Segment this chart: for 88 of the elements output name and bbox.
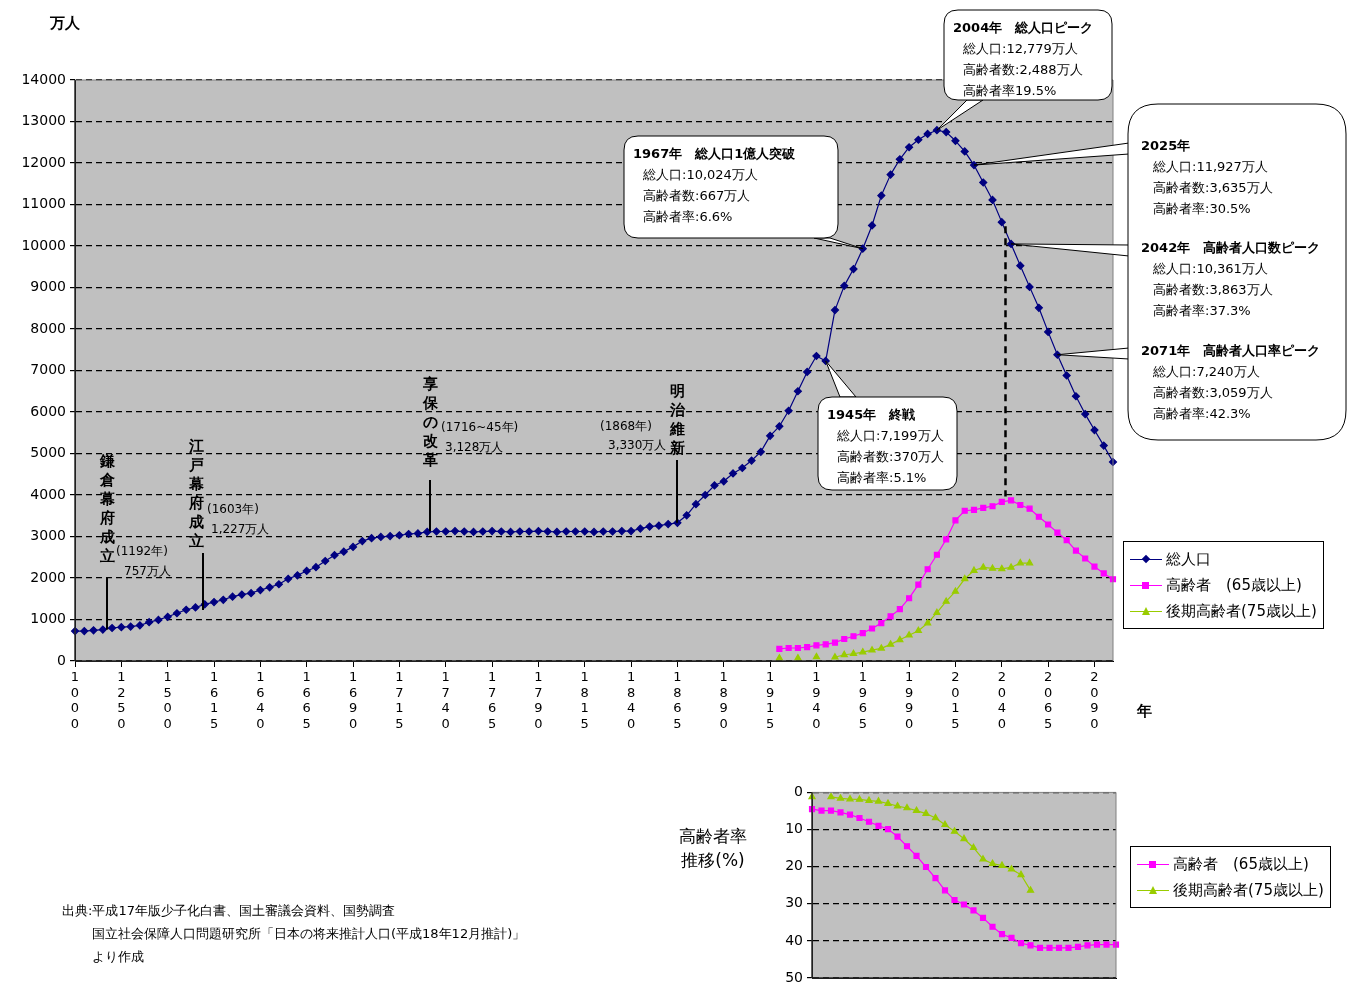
y-axis-title: 高齢者率推移(%) — [678, 825, 748, 872]
x-tick-label: 1865 — [673, 669, 682, 731]
text: 総人口:12,779万人 — [963, 40, 1078, 58]
legend-label: 高齢者 (65歳以上) — [1166, 575, 1302, 595]
x-tick-label: 1690 — [348, 669, 358, 731]
text: 高齢者数:3,635万人 — [1153, 179, 1273, 197]
y-tick-label: 0 — [57, 651, 66, 668]
x-tick-label: 1840 — [626, 669, 636, 731]
y-tick-label: 20 — [785, 857, 803, 874]
legend-label: 後期高齢者(75歳以上) — [1166, 601, 1317, 621]
legend-label: 高齢者 (65歳以上) — [1173, 854, 1309, 874]
text: 総人口:10,361万人 — [1153, 260, 1268, 278]
y-tick-label: 10000 — [21, 236, 66, 253]
text: より作成 — [92, 948, 144, 966]
x-tick-label: 1500 — [163, 669, 172, 731]
y-tick-label: 13000 — [21, 112, 66, 129]
y-tick-label: 3000 — [30, 527, 66, 544]
y-tick-label: 40 — [785, 931, 803, 948]
x-tick-label: 1940 — [812, 669, 821, 731]
y-tick-label: 7000 — [30, 361, 66, 378]
text: 高齢者数:3,863万人 — [1153, 281, 1273, 299]
annotation: 高齢者率:5.1% — [837, 469, 927, 487]
y-tick-label: 12000 — [21, 153, 66, 170]
x-tick-label: 1765 — [487, 669, 497, 731]
y-tick-label: 9000 — [30, 278, 66, 295]
text: 2025年 — [1141, 137, 1191, 155]
x-tick-label: 2090 — [1090, 669, 1099, 731]
x-tick-label: 1715 — [395, 669, 404, 731]
x-tick-label: 2015 — [951, 669, 960, 731]
text: 高齢者率:37.3% — [1153, 302, 1251, 320]
text: 2071年 高齢者人口率ピーク — [1141, 342, 1321, 360]
annotation: (1192年) — [116, 544, 168, 559]
y-tick-label: 30 — [785, 894, 803, 911]
annotation: 高齢者数:370万人 — [837, 448, 945, 466]
text: 国立社会保障人口問題研究所「日本の将来推計人口(平成18年12月推計)」 — [92, 925, 526, 943]
text: 高齢者数:3,059万人 — [1153, 384, 1273, 402]
x-tick-label: 2040 — [997, 669, 1006, 731]
legend-label: 後期高齢者(75歳以上) — [1173, 880, 1324, 900]
annotation: 1,227万人 — [211, 522, 270, 537]
x-tick-label: 1640 — [256, 669, 265, 731]
y-tick-label: 2000 — [30, 568, 66, 585]
text: 総人口:11,927万人 — [1153, 158, 1268, 176]
annotation: (1603年) — [207, 502, 259, 517]
y-tick-label: 1000 — [30, 610, 66, 627]
x-tick-label: 1815 — [580, 669, 589, 731]
x-tick-label: 1740 — [441, 669, 450, 731]
x-axis-title: 年 — [1136, 701, 1152, 720]
x-tick-label: 1965 — [858, 669, 867, 731]
annotation: (1716~45年) — [441, 420, 519, 435]
y-tick-label: 50 — [785, 968, 803, 985]
x-tick-label: 1915 — [765, 669, 775, 731]
annotation: 享保の改革 — [421, 374, 439, 469]
annotation: 総人口:7,199万人 — [837, 427, 944, 445]
annotation: 高齢者率:6.6% — [643, 208, 733, 226]
annotation: 1945年 終戦 — [827, 406, 916, 424]
annotation: 鎌倉幕府成立 — [98, 451, 116, 565]
text: 高齢者率:30.5% — [1153, 200, 1251, 218]
annotation: 高齢者率19.5% — [963, 82, 1057, 100]
x-tick-label: 1665 — [302, 669, 311, 731]
text: 2042年 高齢者人口数ピーク — [1141, 239, 1321, 257]
x-tick-label: 1990 — [904, 669, 914, 731]
legend-label: 総人口 — [1166, 549, 1211, 569]
y-tick-label: 5000 — [30, 444, 66, 461]
text: 高齢者数:2,488万人 — [963, 61, 1083, 79]
y-tick-label: 6000 — [30, 402, 66, 419]
annotation: 3,128万人 — [445, 440, 504, 455]
text: 高齢者率:42.3% — [1153, 405, 1251, 423]
x-tick-label: 1615 — [209, 669, 219, 731]
text: 2004年 総人口ピーク — [953, 19, 1094, 37]
annotation: (1868年) — [600, 419, 652, 434]
text: 総人口:7,240万人 — [1153, 363, 1260, 381]
y-tick-label: 0 — [794, 783, 803, 800]
y-tick-label: 10 — [785, 820, 803, 837]
y-tick-label: 4000 — [30, 485, 66, 502]
annotation: 高齢者数:667万人 — [643, 187, 751, 205]
annotation: 1967年 総人口1億人突破 — [633, 145, 796, 163]
y-axis-title: 万人 — [49, 13, 81, 32]
y-tick-label: 14000 — [21, 70, 66, 87]
x-tick-label: 1890 — [719, 669, 728, 731]
x-tick-label: 2065 — [1043, 669, 1053, 731]
y-tick-label: 8000 — [30, 319, 66, 336]
source-note: 出典:平成17年版少子化白書、国土審議会資料、国勢調査 — [62, 902, 395, 920]
x-tick-label: 1250 — [117, 669, 126, 731]
annotation: 3,330万人 — [608, 438, 667, 453]
y-tick-label: 11000 — [21, 195, 66, 212]
annotation: 757万人 — [124, 564, 171, 579]
annotation: 総人口:10,024万人 — [643, 166, 758, 184]
x-tick-label: 1790 — [534, 669, 543, 731]
